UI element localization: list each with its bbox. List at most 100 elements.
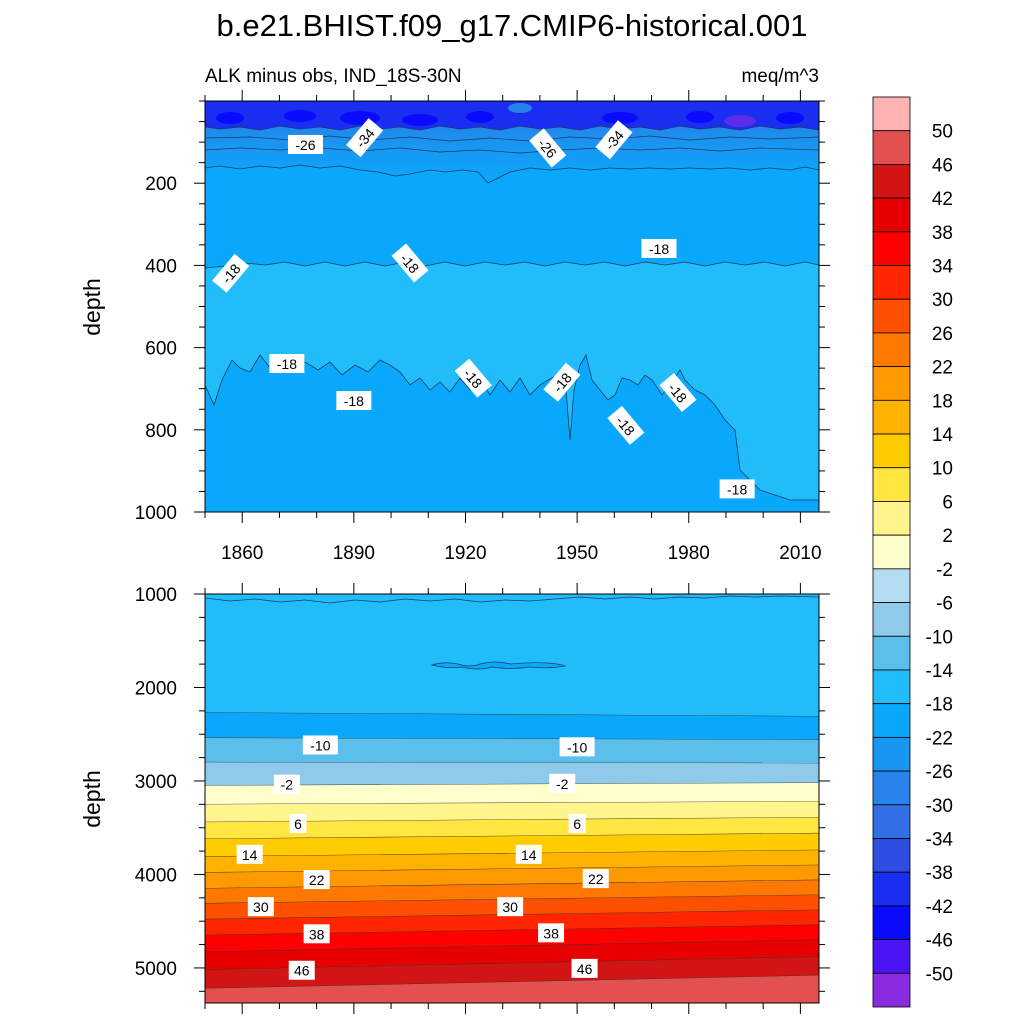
contour-label-text: -18 bbox=[727, 481, 747, 497]
colorbar-label: 34 bbox=[932, 257, 954, 278]
y-tick-label: 1000 bbox=[135, 503, 177, 524]
y-tick-label: 2000 bbox=[135, 678, 177, 699]
contour-label-box bbox=[719, 479, 755, 499]
upper-surface-patch bbox=[602, 112, 638, 124]
contour-label: -10 bbox=[302, 735, 338, 755]
contour-label-box bbox=[302, 735, 338, 755]
lower-x-axis bbox=[204, 583, 801, 1014]
contour-label-box bbox=[559, 737, 595, 757]
contour-label-box bbox=[529, 128, 567, 168]
contour-band bbox=[205, 833, 819, 857]
colorbar-swatch bbox=[872, 838, 911, 873]
contour-label-text: 14 bbox=[242, 847, 258, 863]
colorbar-label: -34 bbox=[926, 829, 954, 850]
colorbar-label: -30 bbox=[926, 796, 953, 817]
contour-label: -18 bbox=[641, 238, 677, 258]
x-tick-label: 1890 bbox=[333, 543, 375, 564]
lower-panel: 1000 2000 3000 4000 5000 -10 -10 -2 -2 6 6 14 14 22 2… bbox=[79, 583, 830, 1014]
x-tick-label: 1920 bbox=[444, 543, 486, 564]
y-tick-label: 400 bbox=[145, 256, 177, 277]
contour-label-text: 38 bbox=[309, 926, 325, 942]
lower-contour-labels: -10 -10 -2 -2 6 6 14 14 22 22 30 30 38 38 46 46 bbox=[236, 735, 609, 980]
colorbar-label: 38 bbox=[932, 223, 953, 244]
contour-label-text: 14 bbox=[521, 847, 537, 863]
contour-band bbox=[205, 924, 819, 953]
colorbar-swatch bbox=[872, 736, 911, 772]
colorbar-label: -10 bbox=[926, 627, 953, 648]
colorbar: 50 46 42 38 34 30 26 22 18 14 10 6 2 -2 -6 -10 -14 -18 -22… bbox=[872, 96, 954, 1008]
contour-label-box bbox=[287, 134, 323, 154]
colorbar-label: 14 bbox=[932, 425, 954, 446]
colorbar-label: -42 bbox=[926, 897, 953, 918]
contour-label: -2 bbox=[273, 774, 300, 794]
upper-surface-patch bbox=[402, 114, 438, 126]
colorbar-label: 18 bbox=[932, 391, 953, 412]
colorbar-label: 50 bbox=[932, 122, 953, 143]
contour-label-box bbox=[568, 813, 586, 833]
contour-band bbox=[205, 782, 819, 805]
lower-surface-wave bbox=[205, 595, 819, 604]
chart-title: b.e21.BHIST.f09_g17.CMIP6-historical.001 bbox=[216, 8, 807, 43]
colorbar-swatch bbox=[872, 467, 911, 502]
colorbar-label: 42 bbox=[932, 189, 953, 210]
contour-label-box bbox=[212, 253, 250, 293]
lower-y-axis: 1000 2000 3000 4000 5000 bbox=[135, 585, 830, 992]
colorbar-swatch bbox=[872, 669, 911, 705]
colorbar-swatch bbox=[872, 298, 911, 334]
contour-label-text: 6 bbox=[294, 816, 302, 832]
y-tick-label: 1000 bbox=[135, 585, 177, 606]
colorbar-swatch bbox=[872, 905, 911, 940]
colorbar-label: -14 bbox=[926, 661, 954, 682]
contour-label: 6 bbox=[568, 813, 586, 833]
contour-label-box bbox=[543, 362, 581, 402]
y-tick-label: 800 bbox=[145, 421, 177, 442]
contour-label-text: -2 bbox=[556, 776, 569, 792]
contour-label-box bbox=[571, 958, 598, 978]
contour-label: 38 bbox=[538, 923, 565, 943]
chart-subtitle-left: ALK minus obs, IND_18S-30N bbox=[205, 66, 462, 87]
contour-label: -10 bbox=[559, 737, 595, 757]
colorbar-label: 22 bbox=[932, 358, 953, 379]
contour-label-box bbox=[595, 120, 633, 160]
colorbar-swatch bbox=[872, 804, 911, 839]
contour-band bbox=[205, 801, 819, 823]
upper-surface-patch bbox=[776, 112, 804, 124]
contour-label-text: -18 bbox=[277, 356, 297, 372]
contour-band bbox=[205, 939, 819, 970]
lower-plot-frame bbox=[204, 593, 820, 1004]
contour-band bbox=[205, 865, 819, 889]
contour-label-box bbox=[303, 870, 330, 890]
contour-label: -18 bbox=[269, 354, 305, 374]
upper-x-axis: 1860 1890 1920 1950 1980 2010 bbox=[204, 90, 822, 564]
contour-label-text: 22 bbox=[309, 872, 325, 888]
lower-y-axis-label: depth bbox=[79, 770, 105, 828]
y-tick-label: 5000 bbox=[135, 959, 177, 980]
colorbar-swatch bbox=[872, 703, 911, 738]
upper-surface-patch bbox=[216, 112, 244, 124]
colorbar-swatch bbox=[872, 164, 911, 199]
contour-label: 30 bbox=[497, 897, 524, 917]
upper-surface-patch bbox=[284, 110, 316, 122]
colorbar-label: -2 bbox=[936, 560, 953, 581]
upper-y-axis: 200 400 600 800 1000 bbox=[135, 100, 830, 524]
x-tick-label: 1950 bbox=[556, 543, 598, 564]
colorbar-label: 26 bbox=[932, 324, 953, 345]
lower-isolated-contour bbox=[430, 661, 567, 670]
contour-band bbox=[205, 737, 819, 764]
contour-label: 38 bbox=[303, 924, 330, 944]
upper-plot-field bbox=[205, 101, 819, 512]
contour-label-text: 46 bbox=[294, 963, 310, 979]
colorbar-label: -22 bbox=[926, 728, 953, 749]
colorbar-swatch bbox=[872, 568, 911, 603]
colorbar-label: -38 bbox=[926, 863, 953, 884]
colorbar-label: -6 bbox=[936, 594, 953, 615]
x-tick-label: 1980 bbox=[668, 543, 710, 564]
contour-label-text: 30 bbox=[502, 899, 518, 915]
contour-label-box bbox=[659, 372, 697, 413]
contour-label-box bbox=[288, 960, 315, 980]
upper-surface-patch bbox=[466, 111, 494, 123]
contour-label-text: 46 bbox=[577, 961, 593, 977]
contour-label-box bbox=[236, 844, 263, 864]
upper-panel: 1860 1890 1920 1950 1980 2010 200 400 600 800 100… bbox=[79, 90, 830, 564]
